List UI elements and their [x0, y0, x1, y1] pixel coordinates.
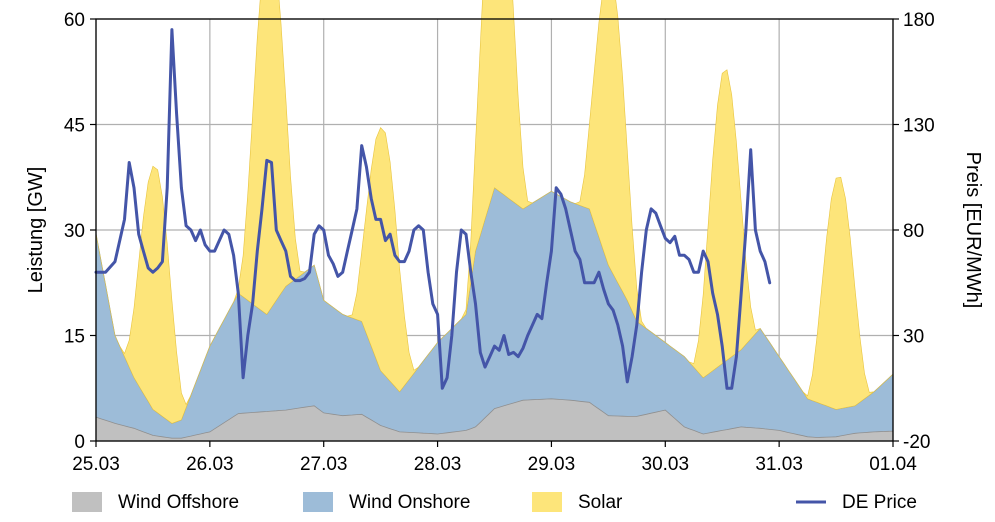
- de-price-line: [94, 28, 772, 390]
- legend-label: DE Price: [842, 492, 917, 513]
- x-tick-label: 28.03: [414, 454, 462, 475]
- plot-area: [94, 0, 894, 442]
- legend: Wind Offshore Wind Onshore Solar DE Price: [72, 492, 917, 513]
- y-left-tick-label: 0: [74, 432, 85, 453]
- axis-ticks: 25.03 26.03 27.03 28.03 29.03 30.03 31.03 01.04…: [64, 10, 935, 475]
- legend-swatch: [532, 492, 562, 512]
- x-tick-label: 30.03: [642, 454, 690, 475]
- y-right-tick-label: 130: [903, 116, 935, 137]
- legend-label: Wind Onshore: [349, 492, 470, 513]
- legend-swatch: [303, 492, 333, 512]
- legend-swatch: [72, 492, 102, 512]
- x-tick-label: 29.03: [528, 454, 576, 475]
- x-tick-label: 01.04: [869, 454, 917, 475]
- y-right-tick-label: -20: [903, 432, 930, 453]
- legend-label: Solar: [578, 492, 623, 513]
- x-tick-label: 25.03: [72, 454, 120, 475]
- y-left-tick-label: 45: [64, 116, 85, 137]
- y-left-tick-label: 15: [64, 327, 85, 348]
- y-left-tick-label: 30: [64, 221, 85, 242]
- y-right-tick-label: 180: [903, 10, 935, 31]
- x-tick-label: 27.03: [300, 454, 348, 475]
- x-tick-label: 26.03: [186, 454, 234, 475]
- y-left-tick-label: 60: [64, 10, 85, 31]
- x-tick-label: 31.03: [755, 454, 803, 475]
- legend-label: Wind Offshore: [118, 492, 239, 513]
- y-axis-left-title: Leistung [GW]: [25, 167, 47, 294]
- y-axis-right-title: Preis [EUR/MWh]: [962, 152, 984, 309]
- y-right-tick-label: 30: [903, 327, 924, 348]
- y-right-tick-label: 80: [903, 221, 924, 242]
